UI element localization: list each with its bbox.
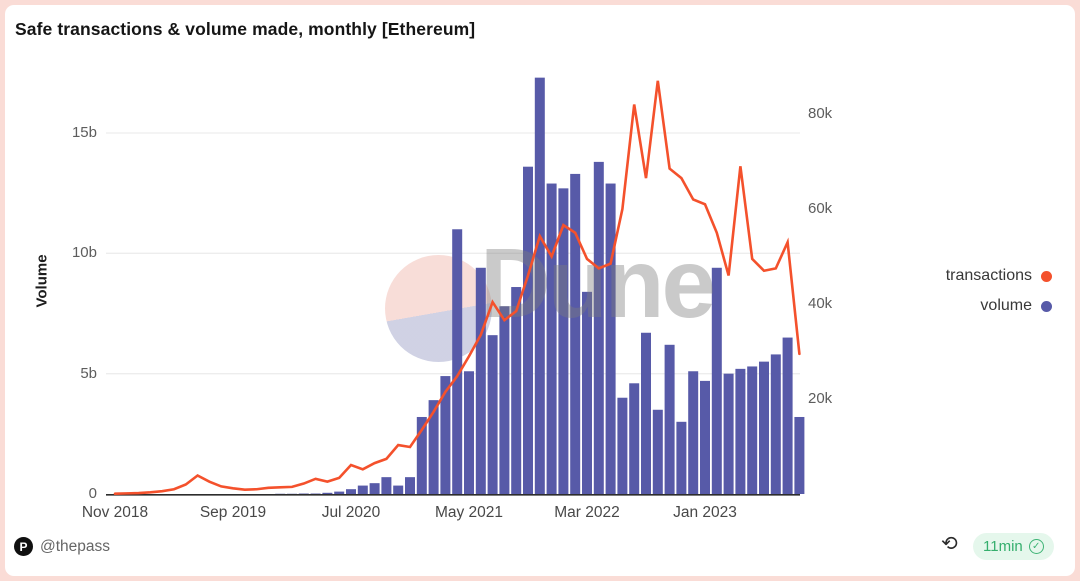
author-name: @thepass bbox=[40, 537, 111, 555]
volume-bar[interactable] bbox=[499, 306, 510, 494]
volume-bar[interactable] bbox=[723, 373, 734, 494]
volume-bar[interactable] bbox=[464, 371, 474, 494]
volume-bar[interactable] bbox=[534, 77, 545, 494]
volume-bar[interactable] bbox=[782, 337, 793, 494]
volume-bar[interactable] bbox=[570, 173, 581, 494]
freshness-text: 11min bbox=[983, 538, 1023, 555]
volume-bar[interactable] bbox=[759, 361, 769, 494]
volume-bar[interactable] bbox=[440, 376, 451, 494]
volume-bar[interactable] bbox=[652, 409, 663, 494]
volume-bar[interactable] bbox=[405, 477, 415, 494]
volume-bar[interactable] bbox=[452, 229, 463, 494]
dune-watermark-circle bbox=[385, 255, 492, 362]
y-left-tick-label: 5b bbox=[80, 364, 97, 382]
legend: transactions volume bbox=[946, 261, 1052, 321]
y-right-tick-label: 20k bbox=[808, 390, 833, 407]
volume-bar[interactable] bbox=[546, 183, 557, 495]
legend-item-transactions[interactable]: transactions bbox=[946, 261, 1052, 291]
freshness-badge[interactable]: 11min ✓ bbox=[973, 533, 1054, 560]
volume-bar[interactable] bbox=[523, 166, 533, 494]
volume-bar[interactable] bbox=[322, 492, 333, 494]
legend-item-volume[interactable]: volume bbox=[946, 291, 1052, 321]
verified-check-icon: ✓ bbox=[1028, 539, 1044, 554]
volume-bar[interactable] bbox=[487, 335, 498, 494]
volume-bar[interactable] bbox=[369, 483, 380, 494]
x-tick-label: Sep 2019 bbox=[199, 504, 267, 521]
volume-bar[interactable] bbox=[688, 371, 699, 494]
volume-axis-label: Volume bbox=[33, 254, 51, 308]
volume-bar[interactable] bbox=[641, 332, 651, 494]
refresh-icon[interactable]: ⟲ bbox=[941, 531, 958, 555]
volume-bar[interactable] bbox=[676, 421, 687, 494]
dune-watermark-text: Dune bbox=[480, 228, 716, 338]
y-right-tick-label: 60k bbox=[808, 200, 833, 217]
x-tick-label: Mar 2022 bbox=[554, 504, 620, 521]
transactions-dot-icon bbox=[1041, 270, 1052, 282]
x-tick-label: Nov 2018 bbox=[81, 504, 149, 521]
page-title: Safe transactions & volume made, monthly… bbox=[15, 19, 476, 39]
legend-label: transactions bbox=[945, 267, 1032, 284]
volume-bar[interactable] bbox=[711, 267, 722, 494]
volume-bar[interactable] bbox=[664, 344, 675, 494]
x-tick-label: Jan 2023 bbox=[673, 504, 737, 521]
volume-bar[interactable] bbox=[475, 267, 486, 494]
author-avatar-icon: P bbox=[14, 537, 33, 556]
volume-bar[interactable] bbox=[381, 477, 392, 494]
author-link[interactable]: P @thepass bbox=[14, 537, 110, 556]
volume-bar[interactable] bbox=[617, 397, 628, 494]
volume-bar[interactable] bbox=[416, 416, 427, 494]
y-right-tick-label: 80k bbox=[808, 105, 833, 122]
volume-bar[interactable] bbox=[794, 416, 805, 494]
volume-bar[interactable] bbox=[770, 354, 781, 494]
y-left-tick-label: 15b bbox=[71, 124, 97, 141]
volume-bar[interactable] bbox=[393, 485, 404, 494]
volume-bar[interactable] bbox=[346, 489, 356, 494]
volume-bar[interactable] bbox=[700, 380, 710, 494]
y-left-tick-label: 0 bbox=[88, 485, 97, 502]
volume-dot-icon bbox=[1041, 300, 1052, 312]
volume-bar[interactable] bbox=[558, 188, 569, 494]
volume-bar[interactable] bbox=[629, 383, 640, 494]
y-right-tick-label: 40k bbox=[808, 295, 833, 312]
volume-bar[interactable] bbox=[511, 287, 522, 494]
volume-bar[interactable] bbox=[357, 485, 368, 494]
volume-bars[interactable] bbox=[275, 77, 805, 495]
volume-bar[interactable] bbox=[747, 366, 758, 494]
x-tick-label: May 2021 bbox=[434, 504, 504, 521]
volume-bar[interactable] bbox=[605, 183, 616, 495]
volume-bar[interactable] bbox=[428, 400, 439, 494]
legend-label: volume bbox=[980, 297, 1032, 314]
volume-bar[interactable] bbox=[582, 291, 592, 494]
x-tick-label: Jul 2020 bbox=[321, 504, 381, 521]
volume-bar[interactable] bbox=[735, 368, 746, 494]
transactions-line[interactable] bbox=[113, 80, 801, 496]
y-left-tick-label: 10b bbox=[71, 244, 97, 262]
volume-bar[interactable] bbox=[334, 491, 345, 494]
volume-bar[interactable] bbox=[593, 161, 604, 494]
